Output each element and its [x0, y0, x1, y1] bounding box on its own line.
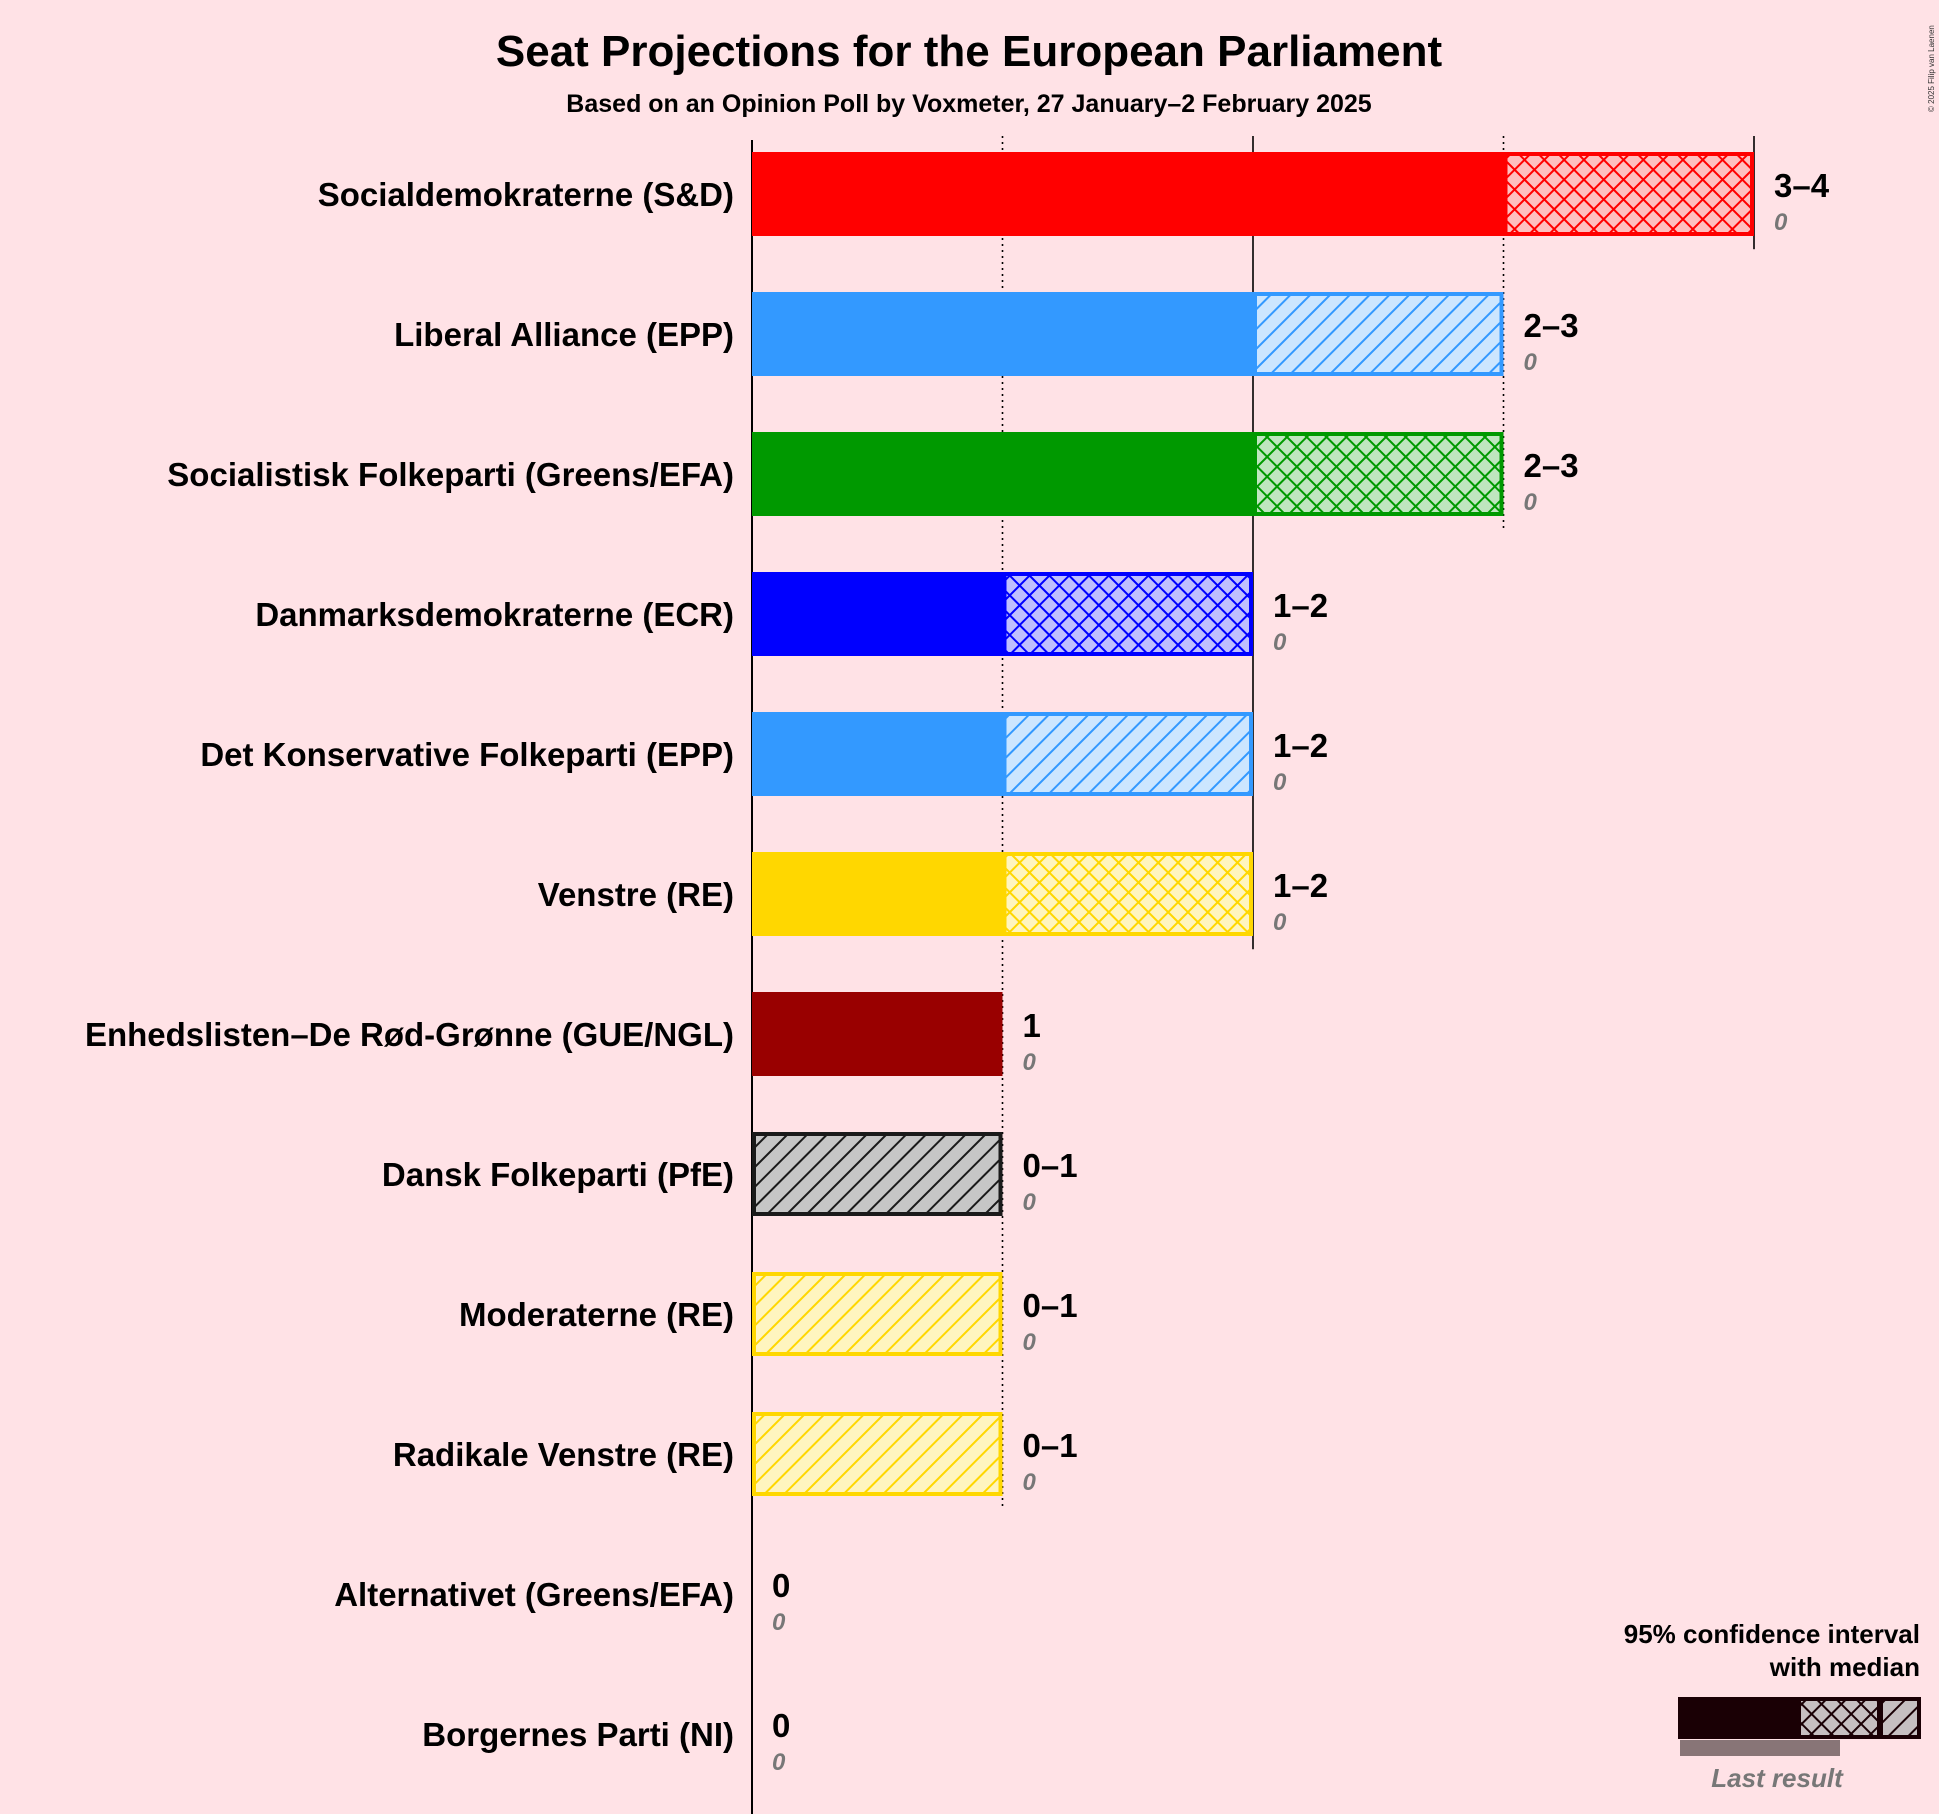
- party-row: Radikale Venstre (RE) 0–1 0: [393, 1412, 1078, 1496]
- party-row: Borgernes Parti (NI) 0 0: [422, 1707, 790, 1776]
- interval-bar: [1253, 292, 1504, 376]
- last-result-label: 0: [1273, 909, 1287, 936]
- last-result-label: 0: [1774, 209, 1788, 236]
- party-label: Borgernes Parti (NI): [422, 1716, 734, 1753]
- range-label: 3–4: [1774, 167, 1830, 204]
- copyright-note: © 2025 Filip van Laenen: [1927, 25, 1936, 112]
- range-label: 1: [1023, 1007, 1041, 1044]
- interval-bar: [1002, 572, 1253, 656]
- median-bar: [752, 152, 1504, 236]
- last-result-label: 0: [1023, 1469, 1037, 1496]
- range-label: 0–1: [1023, 1287, 1078, 1324]
- chart-title: Seat Projections for the European Parlia…: [496, 27, 1443, 76]
- range-label: 2–3: [1524, 447, 1579, 484]
- range-label: 0–1: [1023, 1147, 1078, 1184]
- party-label: Venstre (RE): [538, 876, 734, 913]
- chart-subtitle: Based on an Opinion Poll by Voxmeter, 27…: [566, 90, 1371, 118]
- party-row: Alternativet (Greens/EFA) 0 0: [334, 1567, 790, 1636]
- party-row: Liberal Alliance (EPP) 2–3 0: [394, 292, 1579, 376]
- median-bar: [752, 432, 1253, 516]
- last-result-label: 0: [1524, 349, 1538, 376]
- party-label: Dansk Folkeparti (PfE): [382, 1156, 734, 1193]
- interval-bar: [1503, 152, 1754, 236]
- gridlines: [751, 136, 1755, 1814]
- interval-bar: [1002, 712, 1253, 796]
- last-result-label: 0: [1023, 1049, 1037, 1076]
- legend-line-1: 95% confidence interval: [1624, 1619, 1920, 1649]
- median-bar: [752, 852, 1003, 936]
- legend-median-swatch: [1678, 1697, 1798, 1739]
- legend-last-result-label: Last result: [1711, 1763, 1844, 1793]
- range-label: 0–1: [1023, 1427, 1078, 1464]
- party-label: Enhedslisten–De Rød-Grønne (GUE/NGL): [85, 1016, 734, 1053]
- party-row: Socialdemokraterne (S&D) 3–4 0: [318, 152, 1830, 236]
- party-row: Venstre (RE) 1–2 0: [538, 852, 1328, 936]
- range-label: 0: [772, 1567, 790, 1604]
- party-row: Moderaterne (RE) 0–1 0: [459, 1272, 1078, 1356]
- last-result-label: 0: [1023, 1189, 1037, 1216]
- range-label: 1–2: [1273, 727, 1328, 764]
- interval-bar: [752, 1412, 1003, 1496]
- party-row: Dansk Folkeparti (PfE) 0–1 0: [382, 1132, 1078, 1216]
- party-row: Enhedslisten–De Rød-Grønne (GUE/NGL) 1 0: [85, 992, 1041, 1076]
- party-label: Liberal Alliance (EPP): [394, 316, 734, 353]
- legend-line-2: with median: [1769, 1652, 1920, 1682]
- last-result-label: 0: [1524, 489, 1538, 516]
- last-result-label: 0: [1273, 629, 1287, 656]
- interval-bar: [1253, 432, 1504, 516]
- party-label: Radikale Venstre (RE): [393, 1436, 734, 1473]
- party-label: Alternativet (Greens/EFA): [334, 1576, 734, 1613]
- range-label: 1–2: [1273, 587, 1328, 624]
- interval-bar: [752, 1272, 1003, 1356]
- party-label: Det Konservative Folkeparti (EPP): [200, 736, 734, 773]
- median-bar: [752, 292, 1253, 376]
- legend-last-result-swatch: [1680, 1740, 1840, 1756]
- interval-bar: [752, 1132, 1003, 1216]
- legend-cross-swatch: [1797, 1697, 1881, 1739]
- median-bar: [752, 572, 1003, 656]
- range-label: 1–2: [1273, 867, 1328, 904]
- last-result-label: 0: [1023, 1329, 1037, 1356]
- last-result-label: 0: [772, 1609, 786, 1636]
- median-bar: [752, 992, 1003, 1076]
- party-label: Moderaterne (RE): [459, 1296, 734, 1333]
- median-bar: [752, 712, 1003, 796]
- last-result-label: 0: [772, 1749, 786, 1776]
- range-label: 0: [772, 1707, 790, 1744]
- last-result-label: 0: [1273, 769, 1287, 796]
- party-row: Danmarksdemokraterne (ECR) 1–2 0: [255, 572, 1328, 656]
- party-label: Socialistisk Folkeparti (Greens/EFA): [167, 456, 734, 493]
- party-label: Danmarksdemokraterne (ECR): [255, 596, 734, 633]
- interval-bar: [1002, 852, 1253, 936]
- party-row: Socialistisk Folkeparti (Greens/EFA) 2–3 0: [167, 432, 1579, 516]
- party-row: Det Konservative Folkeparti (EPP) 1–2 0: [200, 712, 1328, 796]
- party-label: Socialdemokraterne (S&D): [318, 176, 734, 213]
- range-label: 2–3: [1524, 307, 1579, 344]
- legend-diag-swatch: [1879, 1697, 1921, 1739]
